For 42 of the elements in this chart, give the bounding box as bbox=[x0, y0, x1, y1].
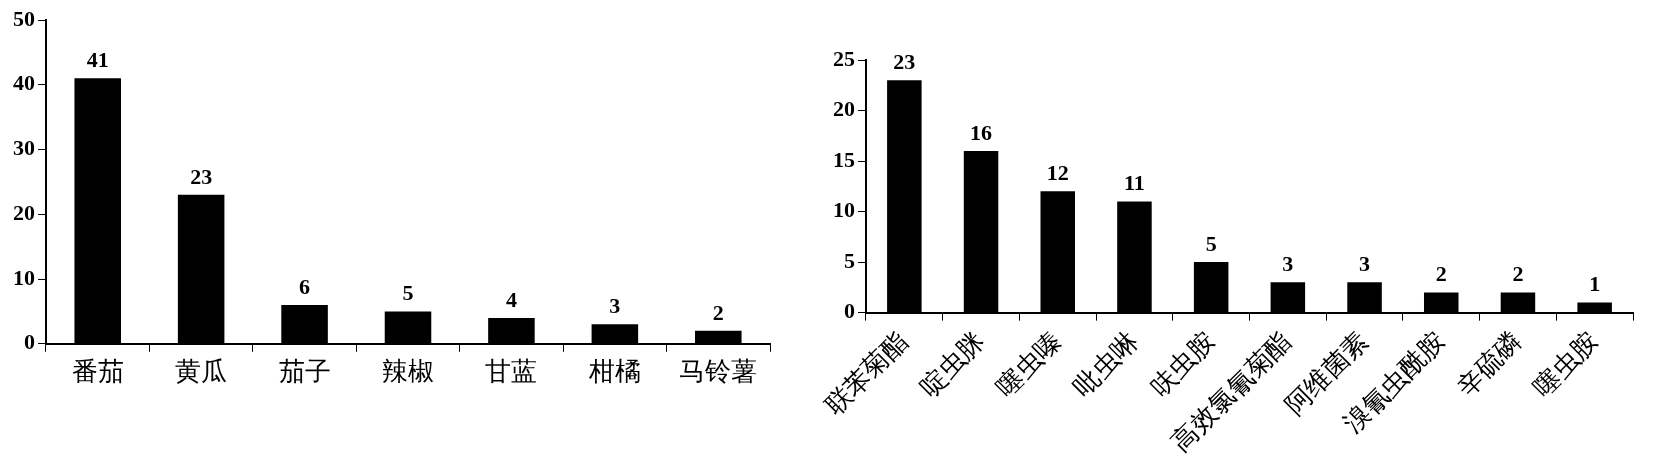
data-label: 2 bbox=[1512, 261, 1524, 287]
y-tick-label: 0 bbox=[24, 329, 35, 355]
data-label: 4 bbox=[505, 286, 517, 312]
data-label: 23 bbox=[190, 163, 213, 189]
y-tick-label: 10 bbox=[833, 197, 855, 223]
data-label: 3 bbox=[1282, 251, 1294, 276]
x-tick-label: 黄瓜 bbox=[175, 357, 228, 387]
y-tick-label: 20 bbox=[833, 96, 855, 122]
y-tick-label: 15 bbox=[833, 146, 855, 172]
x-tick-label: 吡虫啉 bbox=[1067, 326, 1144, 402]
x-tick-label: 马铃薯 bbox=[679, 357, 758, 387]
x-tick-label: 啶虫脒 bbox=[914, 326, 991, 402]
y-tick-label: 20 bbox=[13, 199, 35, 225]
data-label: 6 bbox=[299, 273, 311, 299]
data-label: 1 bbox=[1589, 271, 1601, 297]
data-label: 16 bbox=[970, 119, 993, 145]
y-tick-label: 40 bbox=[13, 70, 35, 96]
x-tick-label: 噻虫嗪 bbox=[991, 326, 1067, 402]
y-tick-label: 25 bbox=[833, 45, 855, 71]
x-tick-label: 噻虫胺 bbox=[1528, 326, 1604, 402]
x-tick-label: 番茄 bbox=[71, 357, 124, 387]
data-label: 2 bbox=[1435, 261, 1447, 287]
y-tick-label: 0 bbox=[844, 298, 855, 324]
x-tick-label: 辣椒 bbox=[382, 357, 434, 387]
data-label: 41 bbox=[86, 46, 109, 72]
x-tick-label: 柑橘 bbox=[587, 357, 641, 387]
x-tick-label: 甘蓝 bbox=[485, 357, 538, 387]
x-tick-label: 茄子 bbox=[278, 357, 331, 387]
y-tick-label: 50 bbox=[13, 5, 35, 31]
data-label: 2 bbox=[712, 299, 724, 325]
data-label: 23 bbox=[893, 48, 916, 74]
x-tick-label: 辛硫磷 bbox=[1451, 326, 1528, 402]
data-label: 5 bbox=[1205, 230, 1217, 256]
y-tick-label: 5 bbox=[844, 247, 855, 273]
y-tick-label: 10 bbox=[13, 264, 35, 290]
y-tick-label: 30 bbox=[13, 135, 35, 161]
data-label: 12 bbox=[1046, 160, 1069, 186]
x-tick-label: 联苯菊酯 bbox=[819, 326, 914, 421]
data-label: 11 bbox=[1124, 170, 1145, 196]
data-label: 3 bbox=[1359, 251, 1371, 276]
data-label: 5 bbox=[402, 280, 414, 306]
data-label: 3 bbox=[609, 293, 621, 319]
